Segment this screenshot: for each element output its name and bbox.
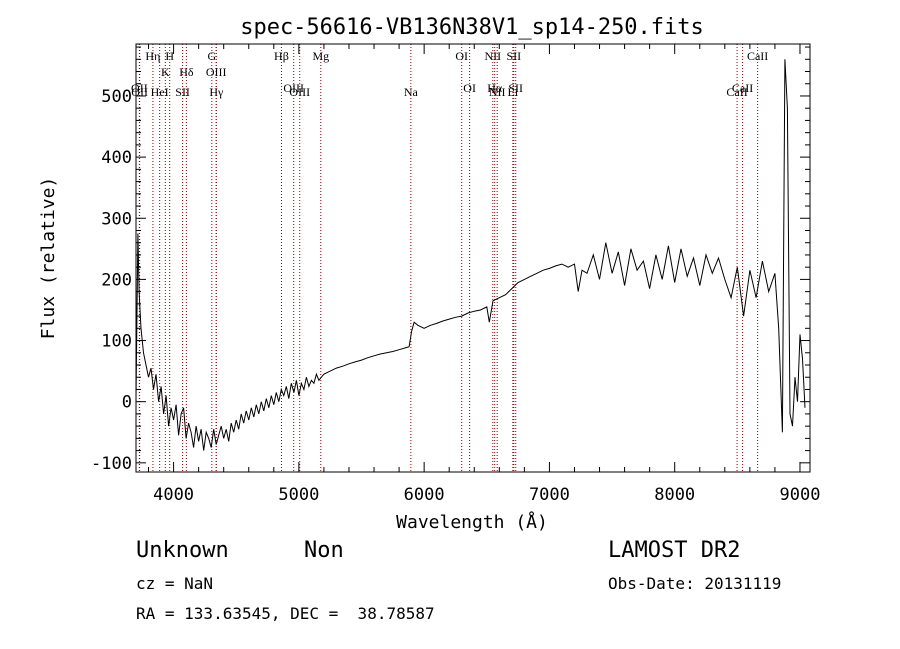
- emission-line-label: Hη: [145, 49, 160, 63]
- plot-frame: [135, 43, 811, 473]
- emission-line-label: CaII: [726, 85, 747, 99]
- emission-line-label: NII: [489, 85, 506, 99]
- emission-line-label: SII: [175, 85, 190, 99]
- emission-line-label: OI: [463, 81, 476, 95]
- emission-line-label: OIII: [283, 81, 304, 95]
- x-tick-label: 8000: [654, 485, 695, 505]
- emission-line-label: Na: [404, 85, 419, 99]
- emission-line-label: SII: [508, 81, 523, 95]
- emission-line-label: Hγ: [209, 85, 224, 99]
- survey-name: LAMOST DR2: [608, 538, 741, 563]
- emission-line-label: CaII: [732, 81, 753, 95]
- chart-title: spec-56616-VB136N38V1_sp14-250.fits: [240, 15, 704, 40]
- y-tick-label: 400: [101, 148, 132, 168]
- emission-line-label: OI: [455, 49, 468, 63]
- object-class: Unknown: [136, 538, 229, 563]
- emission-line-label: OII: [131, 81, 148, 95]
- x-tick-label: 6000: [404, 485, 445, 505]
- spectrum-series-line: [135, 59, 806, 451]
- x-tick-label: 4000: [153, 485, 194, 505]
- emission-line-label: HeI: [151, 85, 169, 99]
- x-tick-label: 7000: [529, 485, 570, 505]
- y-tick-label: 100: [101, 332, 132, 352]
- emission-line-label: SII: [507, 49, 522, 63]
- emission-line-label: G: [207, 49, 216, 63]
- emission-line-label: NII: [484, 49, 501, 63]
- y-tick-label: 0: [122, 393, 132, 413]
- y-tick-label: 500: [101, 87, 132, 107]
- x-axis-label: Wavelength (Å): [396, 511, 548, 533]
- x-tick-label: 5000: [278, 485, 319, 505]
- observation-date: Obs-Date: 20131119: [608, 574, 782, 593]
- emission-line-label: OII: [131, 85, 148, 99]
- y-tick-label: 200: [101, 270, 132, 290]
- emission-line-label: Li: [508, 85, 519, 99]
- emission-line-label: Mg: [312, 49, 329, 63]
- emission-line-labels: OIIOIIHηHeIKHSIIHδGOIIIHγHβOIIIOIIIMgNaO…: [131, 49, 768, 99]
- redshift-cz: cz = NaN: [136, 574, 214, 593]
- emission-line-label: Hβ: [274, 49, 289, 63]
- emission-line-markers: [138, 44, 759, 472]
- emission-line-label: H: [165, 49, 174, 63]
- emission-line-label: Hα: [487, 81, 503, 95]
- emission-line-label: OIII: [206, 65, 227, 79]
- emission-line-label: K: [161, 65, 170, 79]
- y-tick-label: -100: [91, 454, 132, 474]
- y-axis-label: Flux (relative): [38, 177, 59, 340]
- object-subclass: Non: [304, 538, 344, 563]
- x-axis-ticks: 4000 5000 6000 7000 8000 9000: [148, 44, 821, 505]
- emission-line-label: OIII: [289, 85, 310, 99]
- y-tick-label: 300: [101, 209, 132, 229]
- x-tick-label: 9000: [780, 485, 821, 505]
- y-axis-ticks: -100 0 100 200 300 400 500: [91, 46, 810, 474]
- sky-coordinates: RA = 133.63545, DEC = 38.78587: [136, 604, 435, 623]
- emission-line-label: Hδ: [179, 65, 194, 79]
- emission-line-label: CaII: [747, 49, 768, 63]
